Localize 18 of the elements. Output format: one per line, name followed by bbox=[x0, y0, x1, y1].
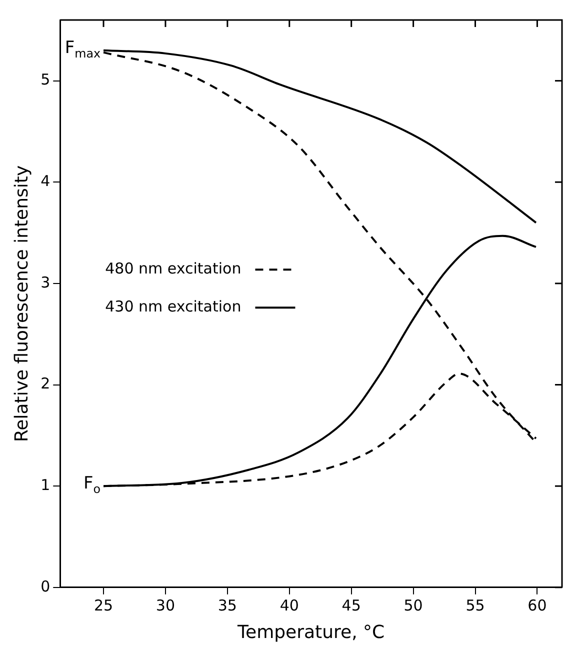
y-tick-label: 4 bbox=[40, 172, 50, 190]
y-tick-label: 5 bbox=[40, 70, 50, 89]
legend-label: 480 nm excitation bbox=[105, 260, 242, 278]
legend-label: 430 nm excitation bbox=[105, 298, 242, 316]
x-tick-label: 25 bbox=[94, 596, 114, 614]
x-tick-label: 35 bbox=[218, 596, 237, 614]
x-tick-label: 30 bbox=[156, 596, 176, 614]
y-tick-label: 3 bbox=[40, 273, 50, 292]
x-tick-label: 40 bbox=[280, 596, 299, 614]
x-tick-label: 50 bbox=[404, 596, 423, 614]
y-tick-label: 0 bbox=[40, 577, 50, 596]
y-tick-label: 1 bbox=[40, 476, 50, 494]
x-axis-title: Temperature, °C bbox=[236, 622, 385, 643]
y-tick-label: 2 bbox=[40, 374, 50, 393]
x-tick-label: 55 bbox=[466, 596, 485, 614]
x-tick-label: 45 bbox=[342, 596, 361, 614]
y-axis-title: Relative fluorescence intensity bbox=[11, 165, 32, 442]
x-tick-label: 60 bbox=[528, 596, 547, 614]
